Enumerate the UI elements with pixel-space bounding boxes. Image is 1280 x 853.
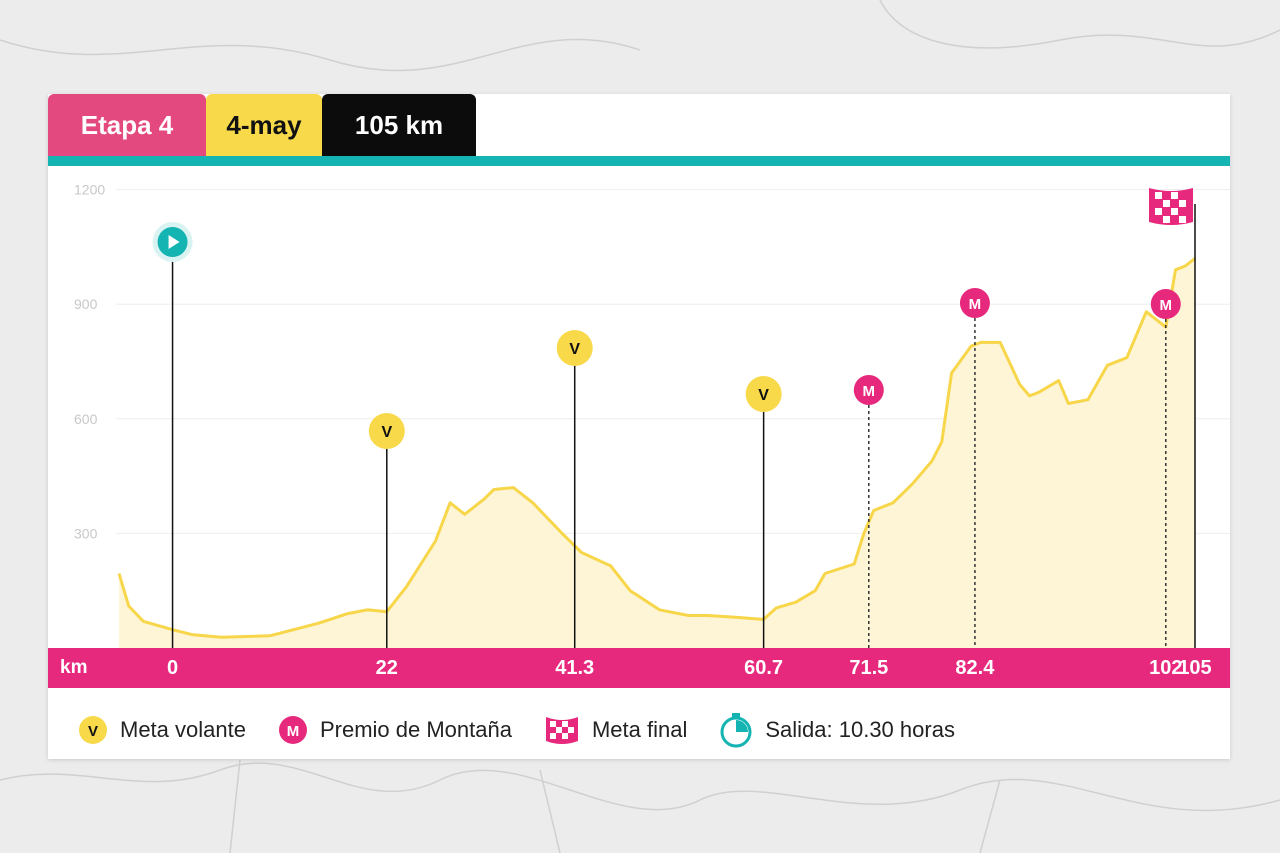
date-tab: 4-may (206, 94, 322, 156)
sprint-marker (556, 330, 593, 366)
flag-check (1163, 200, 1170, 207)
checkered-flag-icon (545, 717, 578, 744)
flag-check (1171, 208, 1178, 215)
km-tick-label: 102 (1149, 657, 1183, 679)
legend: V Meta volante M Premio de Montaña (78, 708, 987, 752)
km-tick-label: 105 (1178, 657, 1212, 679)
sprint-marker-label: V (381, 424, 392, 441)
y-tick-label: 1200 (74, 182, 105, 198)
y-tick-label: 900 (74, 296, 98, 312)
legend-start-time-label: Salida: 10.30 horas (765, 717, 955, 742)
legend-sprint: V Meta volante (78, 715, 246, 745)
sprint-marker-label: V (569, 341, 580, 358)
elevation-profile-chart: 300 600 900 1200 V V V M M M (74, 182, 1230, 648)
km-tick-label: 60.7 (744, 657, 784, 679)
teal-divider (48, 156, 1230, 166)
mountain-marker-label: M (863, 383, 876, 400)
svg-text:M: M (287, 723, 300, 740)
legend-start-time: Salida: 10.30 horas (719, 712, 955, 748)
flag-check (1171, 192, 1178, 199)
mountain-badge-icon: M (278, 716, 307, 744)
play-icon (168, 235, 180, 249)
legend-finish-label: Meta final (591, 717, 688, 742)
profile-line (117, 257, 1196, 639)
mountain-marker (959, 288, 990, 318)
sprint-marker (368, 413, 405, 449)
flag-check (1163, 216, 1170, 223)
km-tick-label: 71.5 (849, 657, 889, 679)
y-tick-label: 300 (74, 525, 98, 541)
legend-sprint-label: Meta volante (120, 717, 246, 742)
flag-check (1155, 192, 1162, 199)
sprint-badge-icon: V (79, 716, 107, 744)
svg-text:V: V (88, 723, 98, 740)
flag-check (1179, 216, 1186, 223)
mountain-marker (1150, 289, 1181, 319)
sprint-marker (745, 376, 782, 412)
profile-area (119, 258, 1195, 648)
sprint-marker-label: V (758, 387, 769, 404)
mountain-marker (853, 375, 884, 405)
mountain-marker-label: M (969, 296, 982, 313)
mountain-marker-label: M (1160, 297, 1173, 314)
km-tick-label: 0 (167, 657, 179, 679)
flag-check (1155, 208, 1162, 215)
distance-tab: 105 km (322, 94, 476, 156)
flag-check (1179, 200, 1186, 207)
stage-tab: Etapa 4 (48, 94, 206, 156)
km-tick-label: 41.3 (555, 657, 595, 679)
y-tick-label: 600 (74, 411, 98, 427)
km-axis-label: km (60, 657, 88, 678)
km-axis-bar: km 0 22 41.3 60.7 71.5 82.4 102 105 (48, 648, 1230, 688)
legend-finish: Meta final (544, 715, 687, 745)
legend-mountain-label: Premio de Montaña (319, 717, 512, 742)
km-tick-label: 22 (375, 657, 398, 679)
stage-header: Etapa 4 4-may 105 km (48, 94, 476, 156)
km-tick-label: 82.4 (955, 657, 995, 679)
legend-mountain: M Premio de Montaña (278, 715, 512, 745)
stopwatch-icon (720, 713, 752, 748)
